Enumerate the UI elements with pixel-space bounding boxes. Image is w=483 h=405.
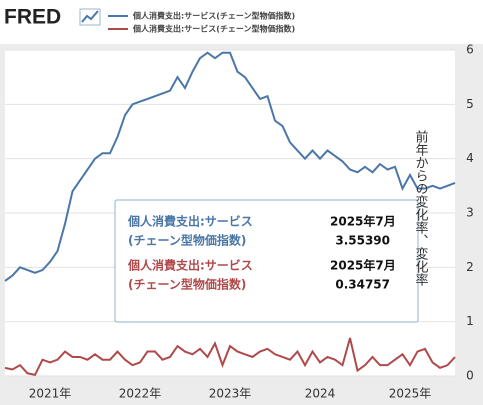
series-line: [4, 51, 456, 282]
tooltip-label: (チェーン型物価指数): [128, 277, 246, 292]
y-tick-label: 5: [466, 97, 474, 111]
series-line: [4, 337, 456, 377]
y-tick-label: 6: [466, 43, 474, 57]
y-tick-label: 2: [466, 260, 474, 274]
legend-label: 個人消費支出:サービス(チェーン型物価指数): [132, 11, 295, 21]
y-tick-label: 0: [466, 369, 474, 383]
logo: FRED: [4, 6, 61, 29]
tooltip-label: 個人消費支出:サービス: [127, 258, 253, 273]
y-tick-label: 1: [466, 314, 474, 328]
x-tick-label: 2024: [305, 387, 336, 401]
x-tick-label: 2021年: [29, 387, 72, 401]
y-axis-label: 前年からの変化率、変化率: [413, 129, 429, 286]
header-bg: [0, 0, 483, 44]
tooltip-date: 2025年7月: [330, 214, 396, 229]
tooltip-label: 個人消費支出:サービス: [127, 214, 253, 229]
tooltip-value: 3.55390: [335, 234, 390, 248]
x-tick-label: 2025年: [389, 387, 432, 401]
tooltip: [114, 199, 419, 323]
logo-icon: [79, 8, 101, 26]
x-tick-label: 2023年: [209, 387, 252, 401]
tooltip-date: 2025年7月: [330, 258, 396, 273]
y-tick-label: 3: [466, 206, 474, 220]
x-tick-label: 2022年: [119, 387, 162, 401]
y-tick-label: 4: [466, 151, 474, 165]
legend-label: 個人消費支出:サービス(チェーン型物価指数): [132, 24, 295, 34]
tooltip-label: (チェーン型物価指数): [128, 233, 246, 248]
tooltip-value: 0.34757: [335, 278, 390, 292]
